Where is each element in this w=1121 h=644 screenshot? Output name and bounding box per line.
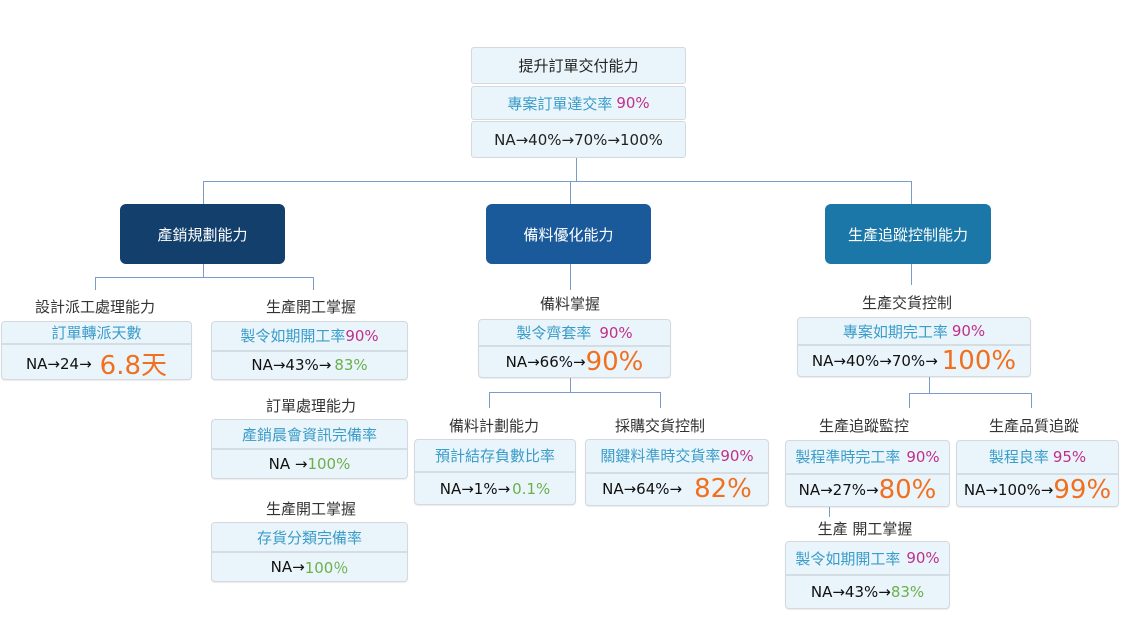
result-value: 80% [878, 475, 937, 506]
connector [203, 181, 204, 204]
kpi-box-start1: 製令如期開工率 90% NA→43%→ 83% [211, 321, 408, 380]
connector [203, 264, 204, 277]
result-value: 90% [585, 347, 644, 377]
node-label: 生產開工掌握 [265, 500, 356, 518]
category-material-optimization: 備料優化能力 [486, 204, 651, 264]
connector [95, 277, 96, 290]
result-value: 100% [307, 455, 351, 473]
connector [929, 375, 930, 393]
metric-label: 製程準時完工率 [795, 448, 901, 467]
connector [909, 393, 1032, 394]
connector [570, 376, 571, 392]
metric-label: 訂單轉派天數 [51, 324, 142, 342]
root-progress: NA→40%→70%→100% [471, 121, 686, 158]
metric-label: 製程良率 [988, 448, 1049, 467]
target-value: 90% [906, 447, 940, 466]
connector [95, 277, 314, 278]
connector [570, 181, 571, 204]
kpi-box-material: 製令齊套率 90% NA→66%→ 90% [478, 319, 671, 378]
metric-label: 製令如期開工率 [795, 549, 901, 568]
connector [911, 264, 912, 285]
target-value: 95% [1052, 447, 1087, 466]
kpi-box-dispatch: 訂單轉派天數 NA→24→ 6.8天 [1, 321, 192, 380]
metric-label: 專案如期完工率 [842, 322, 948, 341]
result-value: 99% [1053, 475, 1112, 506]
result-value: 6.8天 [99, 351, 168, 380]
progress-prefix: NA→66%→ [505, 353, 586, 371]
progress-prefix: NA→24→ [25, 354, 92, 373]
metric-label: 關鍵料準時交貨率 [600, 447, 721, 466]
node-label: 備料計劃能力 [448, 417, 539, 435]
target-value: 90% [951, 322, 986, 340]
progress-prefix: NA→27%→ [798, 481, 879, 500]
result-value: 100％ [304, 558, 349, 577]
progress-prefix: NA→1%→ [439, 479, 511, 498]
kpi-box-delivery: 專案如期完工率 90% NA→40%→70%→ 100% [797, 317, 1031, 377]
kpi-box-plan: 預計結存負數比率 NA→1%→ 0.1% [414, 439, 576, 505]
progress-prefix: NA → [268, 455, 308, 473]
root-metric: 專案訂單達交率 90% [471, 86, 686, 120]
metric-label: 產銷晨會資訊完備率 [241, 425, 377, 444]
connector [829, 505, 830, 517]
progress-prefix: NA→100%→ [963, 481, 1054, 500]
node-label: 生產追蹤監控 [818, 417, 909, 435]
category-production-tracking: 生產追蹤控制能力 [825, 204, 991, 264]
result-value: 83% [334, 356, 368, 375]
node-label: 生產品質追蹤 [988, 417, 1079, 435]
progress-prefix: NA→43%→ [810, 583, 891, 601]
result-value: 82% [694, 474, 752, 505]
kpi-box-start2: 存貨分類完備率 NA→ 100％ [211, 522, 408, 582]
kpi-box-purchase: 關鍵料準時交貨率 90% NA→64%→ 82% [585, 439, 769, 506]
kpi-box-order: 產銷晨會資訊完備率 NA → 100% [211, 419, 408, 479]
connector [489, 392, 661, 393]
target-value: 90% [345, 326, 379, 345]
connector [911, 181, 912, 204]
target-value: 90% [720, 446, 754, 465]
node-label: 生產開工掌握 [265, 298, 356, 316]
result-value: 83% [890, 583, 925, 601]
connector [909, 393, 910, 408]
target-value: 90% [906, 549, 940, 567]
progress-prefix: NA→43%→ [251, 356, 332, 375]
result-value: 100% [941, 346, 1017, 376]
connector [1031, 393, 1032, 408]
metric-label: 專案訂單達交率 [507, 94, 613, 113]
connector [313, 277, 314, 290]
node-label: 生產交貨控制 [861, 294, 952, 312]
progress-prefix: NA→64%→ [602, 480, 683, 499]
node-label: 訂單處理能力 [265, 397, 356, 415]
target-value: 90% [616, 94, 650, 112]
kpi-box-quality: 製程良率 95% NA→100%→ 99% [956, 440, 1119, 507]
target-value: 90% [599, 323, 633, 342]
kpi-box-start3: 製令如期開工率 90% NA→43%→ 83% [785, 541, 950, 609]
node-label: 設計派工處理能力 [34, 298, 155, 316]
kpi-box-monitor: 製程準時完工率 90% NA→27%→ 80% [785, 440, 950, 507]
category-sales-planning: 產銷規劃能力 [120, 204, 285, 264]
progress-prefix: NA→40%→70%→ [811, 352, 938, 370]
metric-label: 製令齊套率 [516, 324, 592, 342]
metric-label: 預計結存負數比率 [434, 447, 555, 465]
node-label: 備料掌握 [539, 295, 600, 313]
metric-label: 存貨分類完備率 [256, 528, 362, 547]
metric-label: 製令如期開工率 [240, 327, 346, 346]
result-value: 0.1% [512, 479, 551, 498]
connector [660, 392, 661, 408]
connector [570, 264, 571, 290]
root-title: 提升訂單交付能力 [471, 47, 686, 84]
connector [203, 181, 912, 182]
node-label: 生產 開工掌握 [817, 520, 913, 538]
connector [489, 392, 490, 408]
node-label: 採購交貨控制 [614, 417, 705, 435]
progress-prefix: NA→ [270, 558, 305, 576]
connector [576, 156, 577, 181]
